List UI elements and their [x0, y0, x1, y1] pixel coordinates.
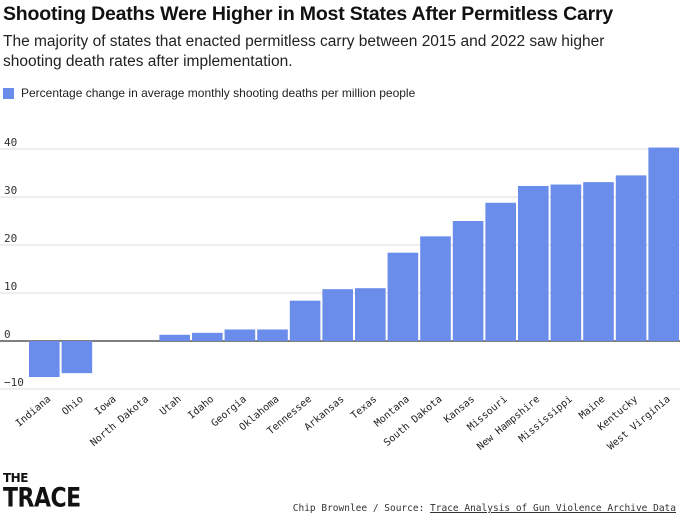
- bar: [615, 175, 647, 341]
- x-tick-label: Ohio: [60, 394, 86, 418]
- bar: [452, 221, 484, 341]
- chart-title: Shooting Deaths Were Higher in Most Stat…: [3, 3, 614, 25]
- y-tick-label: −10: [4, 376, 24, 389]
- bar: [322, 289, 353, 341]
- x-tick-label: Idaho: [186, 394, 216, 422]
- bar: [192, 332, 223, 341]
- x-tick-label: Indiana: [14, 394, 53, 430]
- x-tick-label: Utah: [158, 394, 184, 418]
- source-credit: Chip Brownlee / Source: Trace Analysis o…: [293, 503, 676, 514]
- bar: [29, 341, 60, 377]
- bar: [518, 185, 549, 341]
- bar: [583, 182, 614, 341]
- bar: [648, 147, 679, 341]
- bar: [257, 329, 288, 341]
- logo-line-1: THE: [3, 471, 28, 485]
- y-tick-label: 0: [4, 328, 11, 341]
- bar: [355, 288, 386, 341]
- bar: [420, 236, 451, 341]
- logo-line-2: TRACE: [3, 483, 81, 514]
- y-tick-label: 30: [4, 184, 17, 197]
- bar: [61, 341, 93, 374]
- y-tick-label: 40: [4, 136, 17, 149]
- chart-subtitle: The majority of states that enacted perm…: [3, 33, 605, 70]
- bar: [289, 300, 321, 341]
- y-tick-label: 20: [4, 232, 17, 245]
- x-tick-label: North Dakota: [89, 394, 151, 449]
- legend: Percentage change in average monthly sho…: [3, 86, 415, 100]
- y-tick-label: 10: [4, 280, 17, 293]
- x-tick-label: Texas: [349, 394, 379, 422]
- bar: [159, 334, 190, 341]
- x-tick-label: South Dakota: [382, 394, 444, 449]
- the-trace-logo: THE TRACE: [3, 471, 81, 513]
- source-link[interactable]: Trace Analysis of Gun Violence Archive D…: [430, 503, 676, 514]
- bar: [224, 329, 256, 341]
- x-tick-label: Iowa: [93, 394, 119, 418]
- credit-text: Chip Brownlee / Source:: [292, 503, 431, 514]
- x-tick-label: Maine: [577, 394, 607, 422]
- legend-label: Percentage change in average monthly sho…: [21, 86, 416, 100]
- legend-swatch: [3, 87, 14, 99]
- bar: [550, 184, 582, 341]
- bar: [387, 252, 419, 341]
- bar: [485, 202, 516, 341]
